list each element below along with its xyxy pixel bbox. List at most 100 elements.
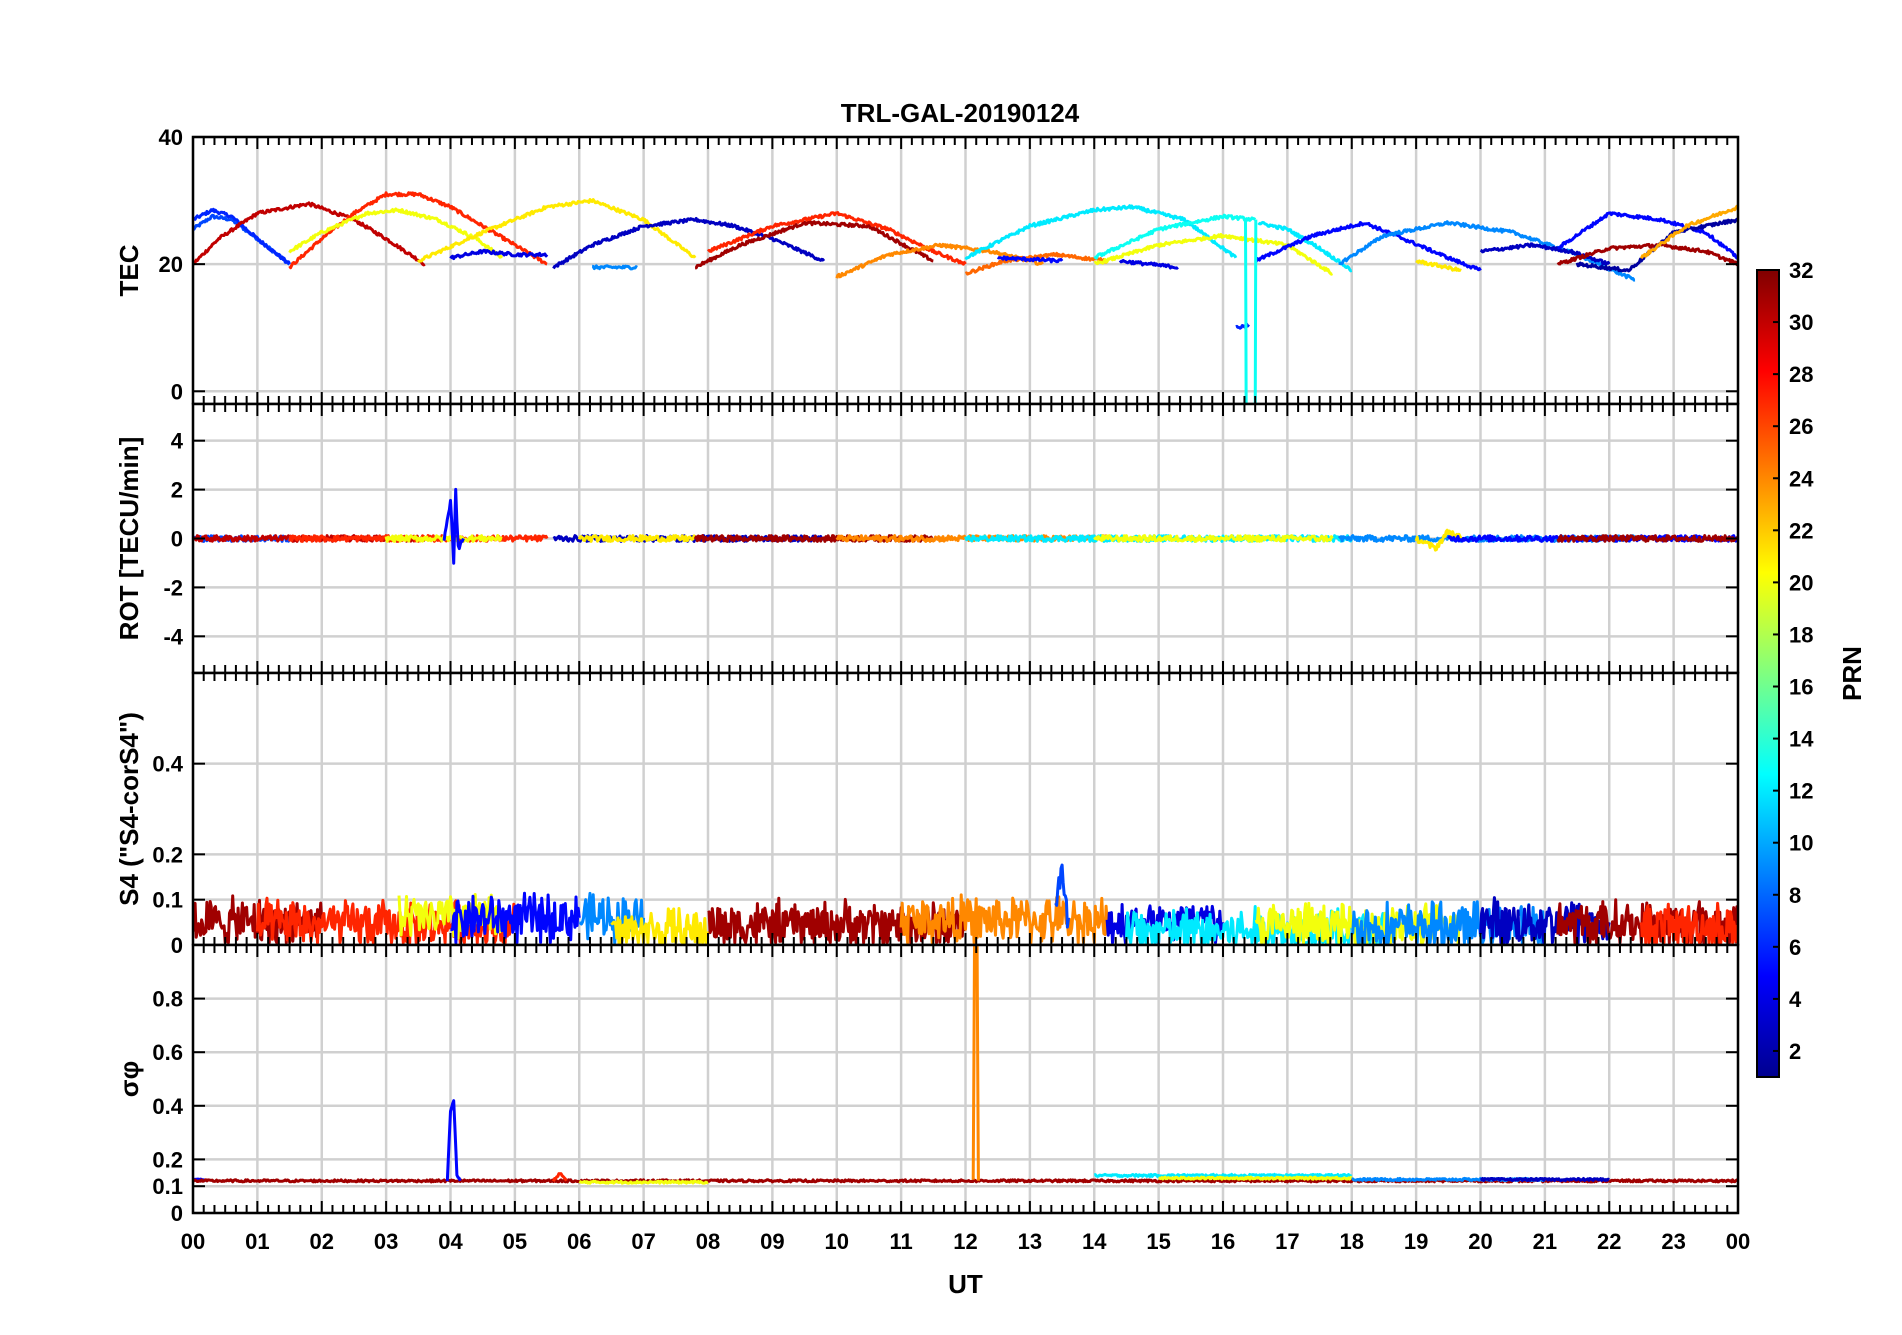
series-line-prn-31 xyxy=(1556,242,1738,267)
y-axis-label: TEC xyxy=(114,244,144,296)
series-line-prn-20 xyxy=(578,1179,709,1185)
y-axis-label: σφ xyxy=(114,1061,144,1097)
x-tick-label: 16 xyxy=(1211,1229,1235,1254)
series-line-prn-5 xyxy=(996,255,1064,264)
series-line-prn-31 xyxy=(694,220,934,270)
x-tick-label: 07 xyxy=(631,1229,655,1254)
y-tick-label: 20 xyxy=(159,252,183,277)
y-tick-label: 0.8 xyxy=(152,987,183,1012)
y-tick-label: 0 xyxy=(171,1201,183,1226)
x-tick-label: 01 xyxy=(245,1229,269,1254)
series-line-prn-9 xyxy=(591,264,638,271)
colorbar-tick-label: 32 xyxy=(1789,258,1813,283)
series-line-prn-21 xyxy=(610,907,710,945)
series-line-prn-9 xyxy=(1338,220,1636,282)
colorbar-tick-label: 12 xyxy=(1789,779,1813,804)
y-tick-label: 0.2 xyxy=(152,1147,183,1172)
x-tick-label: 14 xyxy=(1082,1229,1107,1254)
series-line-prn-5 xyxy=(1254,221,1482,272)
y-axis-label: ROT [TECU/min] xyxy=(114,437,144,641)
y-tick-label: 0.4 xyxy=(152,752,183,777)
colorbar-gradient xyxy=(1756,269,1780,1078)
y-tick-label: 2 xyxy=(171,478,183,503)
x-tick-label: 21 xyxy=(1533,1229,1557,1254)
series-line-prn-31 xyxy=(1556,534,1738,543)
y-tick-label: 0 xyxy=(171,933,183,958)
chart-title: TRL-GAL-20190124 xyxy=(841,98,1080,128)
series-line-prn-21 xyxy=(417,198,697,263)
series-line-prn-3 xyxy=(552,216,826,270)
series-line-prn-20 xyxy=(397,893,504,940)
series-line-prn-20 xyxy=(288,207,504,259)
colorbar-tick-label: 4 xyxy=(1789,987,1802,1012)
series-line-prn-21 xyxy=(577,534,697,543)
y-tick-label: -4 xyxy=(163,624,183,649)
x-tick-label: 06 xyxy=(567,1229,591,1254)
x-tick-label: 00 xyxy=(181,1229,205,1254)
x-tick-label: 09 xyxy=(760,1229,784,1254)
x-tick-label: 13 xyxy=(1018,1229,1042,1254)
series-line-prn-5 xyxy=(1557,211,1738,260)
x-tick-label: 22 xyxy=(1597,1229,1621,1254)
series-line-prn-7 xyxy=(1054,863,1070,929)
colorbar-tick-label: 2 xyxy=(1789,1039,1801,1064)
series-line-prn-31 xyxy=(193,1178,1738,1184)
series-line-prn-12 xyxy=(964,204,1238,260)
panel-s4: 0 0.1 0.2 0.4 S4 ("S4-corS4") xyxy=(114,671,1740,958)
y-tick-label: 0.6 xyxy=(152,1040,183,1065)
series-line-prn-12 xyxy=(1093,1172,1353,1178)
series-line-prn-5 xyxy=(442,487,465,565)
colorbar-tick-label: 30 xyxy=(1789,310,1813,335)
panel-rot: -4 -2 0 2 4 ROT [TECU/min] xyxy=(114,402,1740,675)
series-line-prn-6 xyxy=(193,207,291,265)
x-tick-label: 17 xyxy=(1275,1229,1299,1254)
colorbar-tick-label: 10 xyxy=(1789,831,1813,856)
colorbar-tick-label: 20 xyxy=(1789,570,1813,595)
y-tick-label: 0.4 xyxy=(152,1094,183,1119)
x-axis-label: UT xyxy=(948,1269,983,1299)
y-tick-label: 40 xyxy=(159,125,183,150)
y-tick-label: 4 xyxy=(171,429,184,454)
y-tick-label: 0.2 xyxy=(152,842,183,867)
y-tick-label: 0.1 xyxy=(152,888,183,913)
x-tick-label: 10 xyxy=(825,1229,849,1254)
y-tick-label: 0 xyxy=(171,527,183,552)
y-tick-label: 0 xyxy=(171,379,183,404)
series-line-prn-3 xyxy=(1479,1176,1610,1183)
x-tick-label: 05 xyxy=(503,1229,527,1254)
series-line-prn-25 xyxy=(964,251,1109,276)
x-tick-label: 12 xyxy=(953,1229,977,1254)
series-group xyxy=(193,191,1738,404)
x-tick-label: 03 xyxy=(374,1229,398,1254)
colorbar-label: PRN xyxy=(1837,646,1867,701)
colorbar-tick-label: 8 xyxy=(1789,883,1801,908)
series-line-prn-20 xyxy=(1158,1175,1353,1181)
colorbar-tick-label: 28 xyxy=(1789,362,1813,387)
series-line-prn-20 xyxy=(1093,534,1334,543)
panel-tec: 0 20 40 TEC xyxy=(114,125,1740,406)
x-tick-label: 04 xyxy=(438,1229,463,1254)
x-tick-label: 19 xyxy=(1404,1229,1428,1254)
series-group xyxy=(193,945,1738,1185)
x-tick-label: 20 xyxy=(1468,1229,1492,1254)
series-line-prn-4 xyxy=(1118,258,1179,270)
series-line-prn-13 xyxy=(1093,213,1257,260)
colorbar-tick-label: 18 xyxy=(1789,622,1813,647)
colorbar-tick-label: 14 xyxy=(1789,727,1814,752)
y-tick-label: 0.1 xyxy=(152,1174,183,1199)
colorbar-tick-label: 16 xyxy=(1789,675,1813,700)
x-tick-label: 02 xyxy=(310,1229,334,1254)
series-line-prn-5 xyxy=(450,891,581,945)
x-tick-label: 15 xyxy=(1146,1229,1170,1254)
x-axis: 00 01 02 03 04 05 06 07 08 09 10 11 12 13 14 15 16 17 18 19… xyxy=(181,1229,1750,1299)
series-line-prn-23 xyxy=(1640,204,1738,259)
series-line-prn-27 xyxy=(1639,901,1738,945)
series-line-prn-5 xyxy=(445,1099,462,1182)
x-tick-label: 08 xyxy=(696,1229,720,1254)
series-line-prn-21 xyxy=(1414,528,1463,552)
series-line-prn-27 xyxy=(552,1172,568,1182)
series-line-prn-21 xyxy=(1415,259,1462,272)
panel-frame xyxy=(191,943,1740,1215)
